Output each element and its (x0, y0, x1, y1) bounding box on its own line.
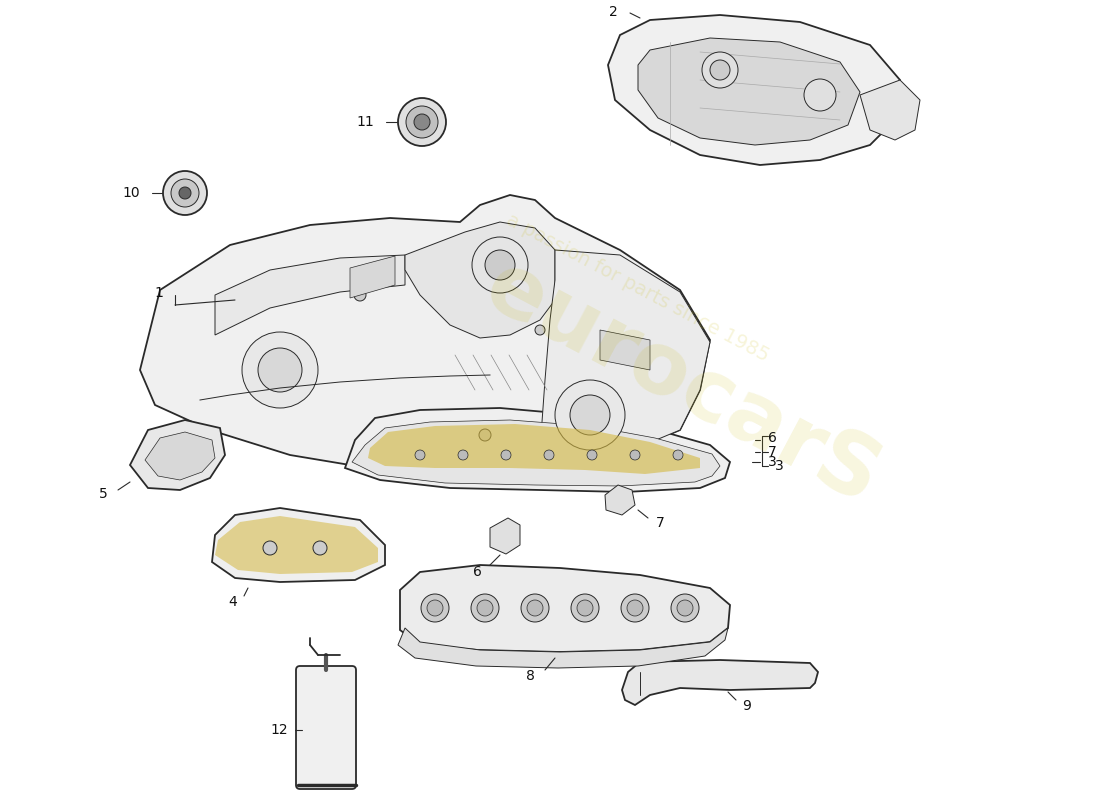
Circle shape (477, 600, 493, 616)
Circle shape (671, 594, 698, 622)
Circle shape (472, 237, 528, 293)
Circle shape (621, 594, 649, 622)
Text: 9: 9 (742, 699, 751, 713)
Circle shape (263, 541, 277, 555)
Polygon shape (608, 15, 900, 165)
Circle shape (702, 52, 738, 88)
Polygon shape (860, 80, 920, 140)
FancyBboxPatch shape (296, 666, 356, 789)
Polygon shape (140, 195, 710, 475)
Text: 10: 10 (122, 186, 140, 200)
Circle shape (804, 79, 836, 111)
Circle shape (535, 325, 544, 335)
Polygon shape (405, 222, 556, 338)
Polygon shape (600, 330, 650, 370)
Circle shape (544, 450, 554, 460)
Text: 7: 7 (656, 516, 664, 530)
Polygon shape (214, 516, 378, 574)
Circle shape (258, 348, 303, 392)
Text: 3: 3 (768, 455, 777, 469)
Circle shape (571, 594, 600, 622)
Circle shape (485, 250, 515, 280)
Polygon shape (214, 255, 405, 335)
Polygon shape (621, 660, 818, 705)
Circle shape (179, 187, 191, 199)
Polygon shape (398, 628, 728, 668)
Circle shape (471, 594, 499, 622)
Circle shape (421, 594, 449, 622)
Circle shape (673, 450, 683, 460)
Polygon shape (540, 250, 710, 465)
Text: 4: 4 (229, 595, 236, 609)
Circle shape (406, 106, 438, 138)
Circle shape (414, 114, 430, 130)
Polygon shape (368, 424, 700, 474)
Polygon shape (605, 485, 635, 515)
Polygon shape (212, 508, 385, 582)
Circle shape (170, 179, 199, 207)
Text: eurocarS: eurocarS (471, 246, 893, 522)
Polygon shape (145, 432, 214, 480)
Text: a passion for parts since 1985: a passion for parts since 1985 (504, 210, 772, 366)
Text: 3: 3 (776, 459, 783, 473)
Circle shape (570, 395, 611, 435)
Text: 7: 7 (768, 445, 777, 459)
Polygon shape (400, 565, 730, 652)
Polygon shape (345, 408, 730, 492)
Circle shape (242, 332, 318, 408)
Circle shape (521, 594, 549, 622)
Circle shape (458, 450, 468, 460)
Circle shape (556, 380, 625, 450)
Circle shape (314, 541, 327, 555)
Polygon shape (490, 518, 520, 554)
Circle shape (710, 60, 730, 80)
Circle shape (627, 600, 644, 616)
Circle shape (163, 171, 207, 215)
Text: 2: 2 (609, 5, 618, 19)
Circle shape (415, 450, 425, 460)
Circle shape (630, 450, 640, 460)
Circle shape (500, 450, 512, 460)
Text: 12: 12 (271, 723, 288, 737)
Text: 5: 5 (99, 487, 108, 501)
Circle shape (587, 450, 597, 460)
Text: 6: 6 (473, 565, 482, 579)
Circle shape (478, 429, 491, 441)
Text: 1: 1 (154, 286, 163, 300)
Circle shape (676, 600, 693, 616)
Polygon shape (638, 38, 860, 145)
Polygon shape (350, 256, 395, 298)
Circle shape (578, 600, 593, 616)
Circle shape (354, 289, 366, 301)
Text: 11: 11 (356, 115, 374, 129)
Polygon shape (130, 420, 225, 490)
Circle shape (527, 600, 543, 616)
Text: 6: 6 (768, 431, 777, 445)
Circle shape (398, 98, 446, 146)
Circle shape (427, 600, 443, 616)
Text: 8: 8 (526, 669, 535, 683)
Polygon shape (352, 420, 720, 486)
